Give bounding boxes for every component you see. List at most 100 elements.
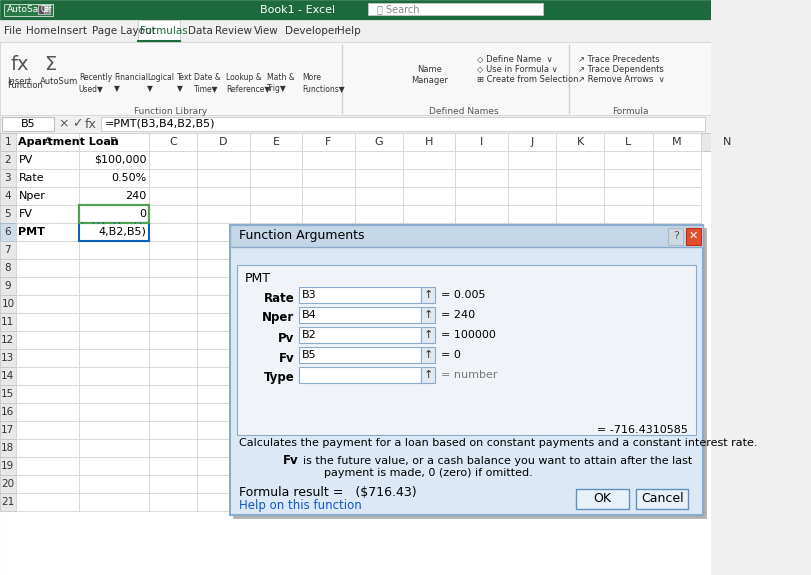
FancyBboxPatch shape bbox=[148, 331, 197, 349]
FancyBboxPatch shape bbox=[455, 475, 508, 493]
FancyBboxPatch shape bbox=[197, 205, 249, 223]
FancyBboxPatch shape bbox=[298, 307, 421, 323]
FancyBboxPatch shape bbox=[402, 493, 455, 511]
FancyBboxPatch shape bbox=[148, 259, 197, 277]
FancyBboxPatch shape bbox=[556, 205, 603, 223]
FancyBboxPatch shape bbox=[508, 493, 556, 511]
FancyBboxPatch shape bbox=[0, 421, 15, 439]
FancyBboxPatch shape bbox=[148, 187, 197, 205]
FancyBboxPatch shape bbox=[508, 259, 556, 277]
Text: Insert: Insert bbox=[57, 26, 87, 36]
FancyBboxPatch shape bbox=[302, 421, 354, 439]
FancyBboxPatch shape bbox=[652, 133, 700, 151]
FancyBboxPatch shape bbox=[402, 187, 455, 205]
FancyBboxPatch shape bbox=[508, 151, 556, 169]
FancyBboxPatch shape bbox=[230, 236, 702, 237]
FancyBboxPatch shape bbox=[15, 349, 79, 367]
FancyBboxPatch shape bbox=[230, 245, 702, 246]
FancyBboxPatch shape bbox=[233, 228, 705, 518]
FancyBboxPatch shape bbox=[302, 349, 354, 367]
Text: payment is made, 0 (zero) if omitted.: payment is made, 0 (zero) if omitted. bbox=[296, 468, 532, 478]
FancyBboxPatch shape bbox=[455, 151, 508, 169]
FancyBboxPatch shape bbox=[79, 367, 148, 385]
FancyBboxPatch shape bbox=[421, 327, 435, 343]
FancyBboxPatch shape bbox=[508, 439, 556, 457]
Text: Home: Home bbox=[26, 26, 57, 36]
FancyBboxPatch shape bbox=[402, 403, 455, 421]
FancyBboxPatch shape bbox=[197, 403, 249, 421]
FancyBboxPatch shape bbox=[0, 331, 15, 349]
FancyBboxPatch shape bbox=[148, 205, 197, 223]
Text: F: F bbox=[325, 137, 331, 147]
FancyBboxPatch shape bbox=[230, 238, 702, 239]
FancyBboxPatch shape bbox=[508, 241, 556, 259]
FancyBboxPatch shape bbox=[603, 187, 652, 205]
FancyBboxPatch shape bbox=[354, 457, 402, 475]
FancyBboxPatch shape bbox=[148, 223, 197, 241]
FancyBboxPatch shape bbox=[455, 421, 508, 439]
FancyBboxPatch shape bbox=[249, 133, 302, 151]
FancyBboxPatch shape bbox=[148, 277, 197, 295]
FancyBboxPatch shape bbox=[15, 223, 79, 241]
FancyBboxPatch shape bbox=[556, 313, 603, 331]
Text: 20: 20 bbox=[2, 479, 15, 489]
Text: Date &
Time▼: Date & Time▼ bbox=[194, 73, 221, 93]
Text: Review: Review bbox=[214, 26, 251, 36]
FancyBboxPatch shape bbox=[249, 205, 302, 223]
FancyBboxPatch shape bbox=[0, 187, 15, 205]
FancyBboxPatch shape bbox=[354, 133, 402, 151]
FancyBboxPatch shape bbox=[230, 225, 702, 515]
FancyBboxPatch shape bbox=[79, 133, 148, 151]
FancyBboxPatch shape bbox=[197, 421, 249, 439]
FancyBboxPatch shape bbox=[148, 475, 197, 493]
FancyBboxPatch shape bbox=[402, 439, 455, 457]
FancyBboxPatch shape bbox=[402, 133, 455, 151]
FancyBboxPatch shape bbox=[603, 331, 652, 349]
Text: ↑: ↑ bbox=[423, 350, 432, 360]
FancyBboxPatch shape bbox=[603, 151, 652, 169]
Text: ↗ Trace Precedents: ↗ Trace Precedents bbox=[577, 55, 659, 63]
FancyBboxPatch shape bbox=[302, 169, 354, 187]
FancyBboxPatch shape bbox=[556, 259, 603, 277]
FancyBboxPatch shape bbox=[79, 439, 148, 457]
FancyBboxPatch shape bbox=[230, 244, 702, 245]
Text: M: M bbox=[671, 137, 680, 147]
FancyBboxPatch shape bbox=[556, 421, 603, 439]
FancyBboxPatch shape bbox=[402, 151, 455, 169]
Text: ↑: ↑ bbox=[423, 330, 432, 340]
FancyBboxPatch shape bbox=[556, 151, 603, 169]
Text: 21: 21 bbox=[2, 497, 15, 507]
FancyBboxPatch shape bbox=[197, 439, 249, 457]
FancyBboxPatch shape bbox=[603, 421, 652, 439]
FancyBboxPatch shape bbox=[603, 457, 652, 475]
FancyBboxPatch shape bbox=[455, 259, 508, 277]
FancyBboxPatch shape bbox=[15, 205, 79, 223]
FancyBboxPatch shape bbox=[197, 133, 249, 151]
Text: File: File bbox=[4, 26, 22, 36]
FancyBboxPatch shape bbox=[402, 277, 455, 295]
FancyBboxPatch shape bbox=[148, 313, 197, 331]
FancyBboxPatch shape bbox=[197, 295, 249, 313]
Text: D: D bbox=[219, 137, 227, 147]
FancyBboxPatch shape bbox=[197, 241, 249, 259]
FancyBboxPatch shape bbox=[402, 475, 455, 493]
FancyBboxPatch shape bbox=[402, 367, 455, 385]
FancyBboxPatch shape bbox=[0, 223, 15, 241]
Text: View: View bbox=[254, 26, 278, 36]
FancyBboxPatch shape bbox=[652, 295, 700, 313]
FancyBboxPatch shape bbox=[652, 331, 700, 349]
FancyBboxPatch shape bbox=[556, 331, 603, 349]
FancyBboxPatch shape bbox=[354, 151, 402, 169]
FancyBboxPatch shape bbox=[603, 367, 652, 385]
FancyBboxPatch shape bbox=[79, 151, 148, 169]
FancyBboxPatch shape bbox=[603, 295, 652, 313]
Text: PV: PV bbox=[19, 155, 32, 165]
Text: fx: fx bbox=[11, 56, 29, 75]
FancyBboxPatch shape bbox=[455, 205, 508, 223]
FancyBboxPatch shape bbox=[556, 457, 603, 475]
FancyBboxPatch shape bbox=[302, 367, 354, 385]
FancyBboxPatch shape bbox=[354, 421, 402, 439]
Text: Rate: Rate bbox=[19, 173, 44, 183]
FancyBboxPatch shape bbox=[508, 385, 556, 403]
FancyBboxPatch shape bbox=[249, 133, 302, 151]
